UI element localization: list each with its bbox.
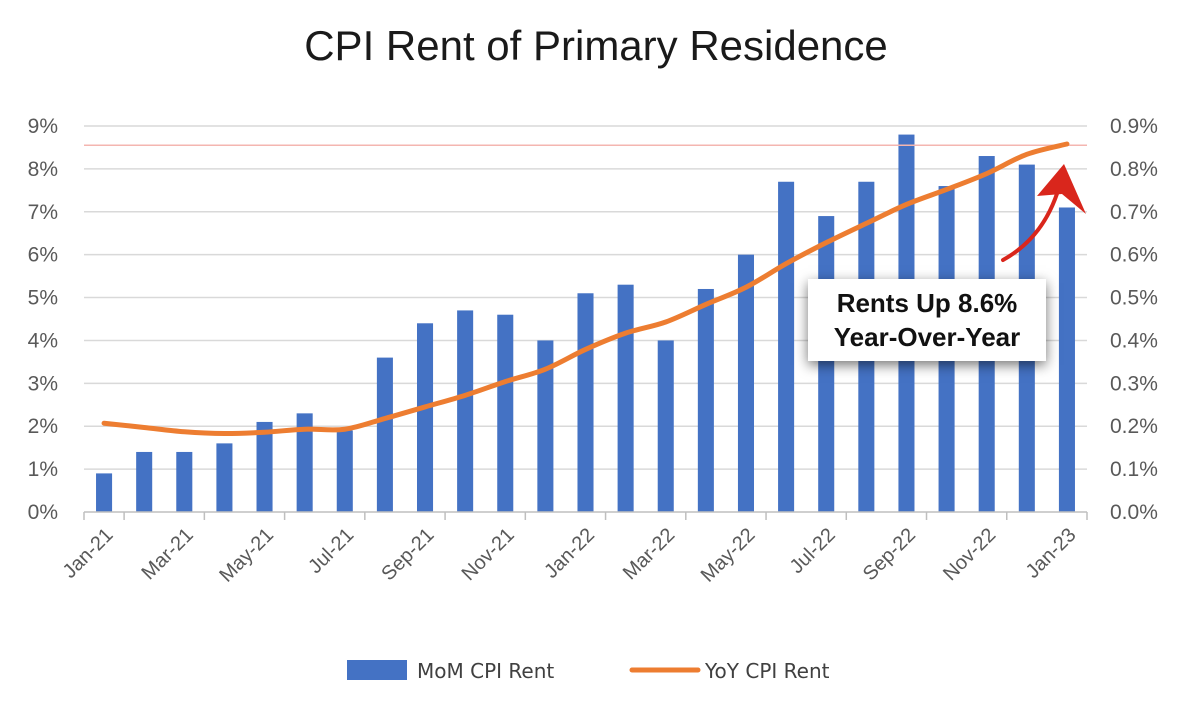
x-tick-label: Nov-21 (458, 524, 519, 585)
y-left-tick-label: 6% (28, 244, 58, 267)
y-right-tick-label: 0.6% (1110, 244, 1158, 267)
legend-label-yoy: YoY CPI Rent (704, 659, 830, 683)
x-tick-label: Jul-22 (786, 524, 840, 578)
bar-mom (697, 288, 714, 512)
legend-swatch-mom (347, 660, 407, 680)
bar-mom (497, 314, 514, 512)
y-right-tick-label: 0.3% (1110, 372, 1158, 395)
y-left-tick-label: 1% (28, 458, 58, 481)
y-right-tick-label: 0.7% (1110, 201, 1158, 224)
bar-mom (778, 181, 795, 512)
x-tick-label: Jan-22 (540, 524, 599, 583)
bar-mom (657, 340, 674, 512)
x-tick-label: Mar-22 (619, 524, 679, 584)
y-right-tick-label: 0.4% (1110, 329, 1158, 352)
bar-mom (537, 340, 554, 512)
x-tick-label: May-22 (697, 524, 760, 587)
y-right-tick-label: 0.5% (1110, 287, 1158, 310)
x-tick-label: Jan-21 (59, 524, 118, 583)
bar-mom (818, 216, 835, 513)
y-right-tick-label: 0.8% (1110, 158, 1158, 181)
callout-line-2: Year-Over-Year (833, 322, 1021, 352)
callout-line-1: Rents Up 8.6% (836, 288, 1018, 318)
bar-mom (457, 310, 474, 512)
chart-title: CPI Rent of Primary Residence (304, 22, 888, 69)
y-right-tick-label: 0.0% (1110, 501, 1158, 524)
y-left-tick-label: 9% (28, 115, 58, 138)
x-tick-label: Sep-21 (377, 524, 438, 585)
bar-mom (296, 413, 313, 512)
bar-mom (737, 254, 755, 512)
y-left-tick-label: 4% (28, 329, 58, 352)
y-left-tick-label: 0% (28, 501, 58, 524)
y-right-tick-label: 0.9% (1110, 115, 1158, 138)
bar-mom (216, 443, 233, 512)
x-tick-label: Sep-22 (859, 524, 920, 585)
x-tick-label: Nov-22 (939, 524, 1000, 585)
legend-label-mom: MoM CPI Rent (417, 659, 554, 683)
bar-mom (96, 473, 113, 512)
bar-mom (617, 284, 634, 512)
callout-arrow (1001, 164, 1086, 262)
x-tick-label: Jan-23 (1022, 524, 1081, 583)
x-tick-label: Mar-21 (137, 524, 197, 584)
bar-mom (176, 451, 193, 512)
bar-mom (577, 293, 594, 512)
line-series-yoy (101, 141, 1070, 437)
bar-mom (336, 430, 353, 512)
y-left-tick-label: 5% (28, 287, 58, 310)
y-right-tick-label: 0.2% (1110, 415, 1158, 438)
y-left-tick-label: 8% (28, 158, 58, 181)
bar-mom (376, 357, 393, 512)
x-tick-label: May-21 (215, 524, 278, 587)
callout-arrow-head (1037, 164, 1086, 214)
y-right-tick-label: 0.1% (1110, 458, 1158, 481)
callout-annotation: Rents Up 8.6% Year-Over-Year (808, 279, 1046, 361)
y-left-tick-label: 7% (28, 201, 58, 224)
bar-mom (416, 323, 434, 512)
y-left-tick-label: 2% (28, 415, 58, 438)
bar-mom (136, 451, 153, 512)
x-tick-label: Jul-21 (304, 524, 358, 578)
bar-mom (256, 421, 273, 512)
bar-mom (1058, 207, 1075, 512)
y-left-tick-label: 3% (28, 372, 58, 395)
legend: MoM CPI Rent YoY CPI Rent (347, 659, 830, 683)
